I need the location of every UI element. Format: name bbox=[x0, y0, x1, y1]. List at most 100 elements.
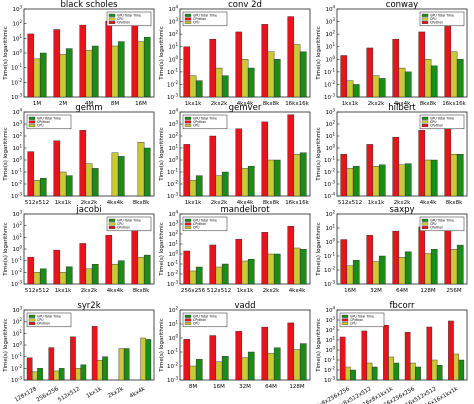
bar-gpu-total-time bbox=[430, 249, 438, 285]
legend-box bbox=[419, 114, 465, 130]
bar-cpython bbox=[53, 140, 61, 197]
bar-cpython bbox=[131, 16, 139, 98]
y-tick-label: 10-2 bbox=[167, 80, 178, 89]
legend-swatch bbox=[421, 17, 429, 21]
y-tick-label: 102 bbox=[168, 230, 178, 239]
plot-frame bbox=[336, 309, 468, 381]
x-tick-label: 4kx4k bbox=[394, 101, 411, 107]
subplot-fbcorr: fbcorr Time(s) logarithmic10-310-210-1100… bbox=[312, 301, 468, 404]
bar-cpu bbox=[424, 253, 432, 285]
subplot-title: hilbert bbox=[388, 103, 416, 113]
bar-cpu bbox=[372, 261, 380, 285]
bar-cpu bbox=[345, 366, 351, 381]
y-tick-label: 10-2 bbox=[324, 266, 335, 275]
bar-cpu bbox=[450, 51, 458, 98]
x-tick-label: 8kx8k bbox=[263, 101, 280, 107]
legend-swatch bbox=[108, 226, 116, 229]
legend-swatch bbox=[108, 17, 116, 21]
bar-cpython bbox=[91, 326, 98, 381]
bar-cpu bbox=[111, 45, 119, 98]
x-tick-label: 4kx4k bbox=[289, 288, 306, 294]
bar-cpu bbox=[267, 353, 275, 381]
bar-gpu-total-time bbox=[273, 159, 281, 197]
y-tick-label: 100 bbox=[12, 156, 22, 165]
bar-gpu-total-time bbox=[195, 266, 203, 285]
legend-swatch bbox=[341, 322, 349, 325]
y-tick-label: 100 bbox=[12, 245, 22, 254]
y-axis-label: Time(s) logarithmic bbox=[159, 26, 165, 80]
y-tick-label: 103 bbox=[325, 316, 335, 325]
bar-gpu-total-time bbox=[273, 253, 281, 285]
legend-label: CPU bbox=[430, 222, 437, 226]
x-tick-label: 64M bbox=[396, 288, 408, 294]
bar-cpython bbox=[392, 38, 400, 98]
y-axis-label: Time(s) logarithmic bbox=[3, 222, 9, 276]
bar-cpython bbox=[418, 130, 426, 197]
legend-label: GPU Total Time bbox=[37, 116, 61, 120]
bar-cpython bbox=[261, 232, 269, 285]
bar-gpu-total-time bbox=[273, 347, 281, 381]
legend-swatch bbox=[184, 120, 192, 124]
bar-cpu bbox=[450, 154, 458, 197]
bar-cpython bbox=[48, 347, 55, 381]
subplot-title: gemver bbox=[229, 103, 262, 113]
legend-box bbox=[26, 312, 72, 328]
y-tick-label: 101 bbox=[168, 240, 178, 249]
legend-label: GPU Total Time bbox=[350, 314, 374, 318]
bar-gpu-total-time bbox=[65, 48, 73, 98]
bar-cpu bbox=[398, 257, 406, 285]
legend-label: GPU Total Time bbox=[37, 314, 61, 318]
bar-cpython bbox=[27, 33, 35, 98]
bar-cpython bbox=[361, 330, 368, 381]
y-tick-label: 10-2 bbox=[167, 270, 178, 279]
legend-label: CPython bbox=[350, 318, 363, 322]
y-tick-label: 10-1 bbox=[167, 67, 178, 76]
y-tick-label: 104 bbox=[168, 210, 178, 219]
y-axis-label: Time(s) logarithmic bbox=[3, 127, 9, 181]
bar-cpu bbox=[450, 249, 458, 285]
legend-label: GPU Total Time bbox=[430, 13, 454, 17]
bar-cpython bbox=[444, 24, 452, 98]
legend-label: GPU Total Time bbox=[117, 218, 141, 222]
legend-swatch bbox=[184, 21, 192, 24]
legend-box bbox=[106, 11, 152, 27]
legend-swatch bbox=[184, 218, 192, 222]
bar-cpu bbox=[97, 359, 103, 381]
bar-cpu bbox=[33, 58, 41, 98]
bar-gpu-total-time bbox=[80, 364, 87, 381]
y-tick-label: 10-3 bbox=[11, 280, 22, 289]
bar-gpu-total-time bbox=[221, 356, 229, 381]
legend-label: CPU bbox=[430, 120, 437, 124]
y-tick-label: 100 bbox=[325, 346, 335, 355]
x-tick-label: 32M bbox=[239, 384, 251, 390]
bar-cpython bbox=[418, 31, 426, 98]
legend-swatch bbox=[28, 116, 36, 120]
bar-cpython bbox=[183, 144, 191, 197]
y-tick-label: 10-2 bbox=[324, 366, 335, 375]
bar-gpu-total-time bbox=[378, 164, 386, 197]
y-tick-label: 10-1 bbox=[11, 168, 22, 177]
x-tick-label: 16M bbox=[213, 384, 225, 390]
x-tick-label: 16M bbox=[135, 101, 147, 107]
subplot-gemver: gemver Time(s) logarithmic 10-3 10-2 10-1 100… bbox=[159, 103, 311, 206]
bar-gpu-total-time bbox=[117, 156, 125, 197]
y-tick-label: 101 bbox=[12, 329, 22, 338]
bar-cpu bbox=[293, 44, 301, 98]
bar-gpu-total-time bbox=[117, 260, 125, 285]
bar-cpu bbox=[241, 357, 249, 381]
bar-gpu-total-time bbox=[247, 351, 255, 381]
bar-gpu-total-time bbox=[117, 41, 125, 98]
legend-box bbox=[339, 312, 385, 328]
x-tick-label: 8M bbox=[111, 101, 119, 107]
bar-cpu bbox=[215, 266, 223, 285]
legend-label: GPU Total Time bbox=[430, 218, 454, 222]
y-tick-label: 103 bbox=[168, 220, 178, 229]
bar-gpu-total-time bbox=[247, 166, 255, 197]
y-tick-label: 10-3 bbox=[11, 93, 22, 102]
bar-gpu-total-time bbox=[123, 348, 130, 381]
bar-gpu-total-time bbox=[430, 159, 438, 197]
subplot-conv-2d: conv 2d Time(s) logarithmic 10-3 10-2 10-1 10… bbox=[159, 0, 311, 107]
x-tick-label: 64M bbox=[265, 384, 277, 390]
